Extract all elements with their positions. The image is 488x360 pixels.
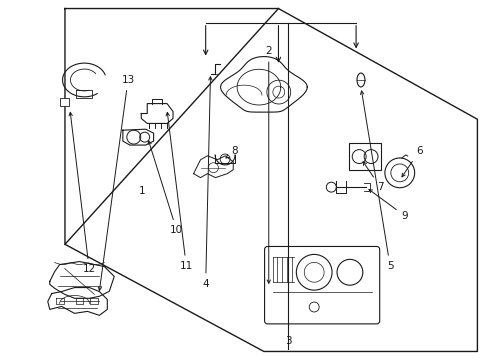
Text: 1: 1 — [139, 186, 145, 196]
Text: 4: 4 — [202, 77, 212, 289]
Text: 7: 7 — [363, 162, 383, 192]
Text: 3: 3 — [285, 336, 291, 346]
Bar — [60, 98, 69, 106]
Bar — [348, 143, 380, 171]
Text: 5: 5 — [360, 91, 392, 271]
Text: 2: 2 — [265, 46, 271, 283]
FancyBboxPatch shape — [264, 247, 379, 324]
Text: 11: 11 — [166, 112, 192, 271]
Text: 10: 10 — [148, 141, 183, 235]
Text: 12: 12 — [69, 112, 96, 274]
Text: 9: 9 — [368, 189, 407, 221]
Text: 8: 8 — [225, 147, 238, 158]
Text: 6: 6 — [401, 147, 422, 177]
Text: 13: 13 — [98, 75, 134, 291]
